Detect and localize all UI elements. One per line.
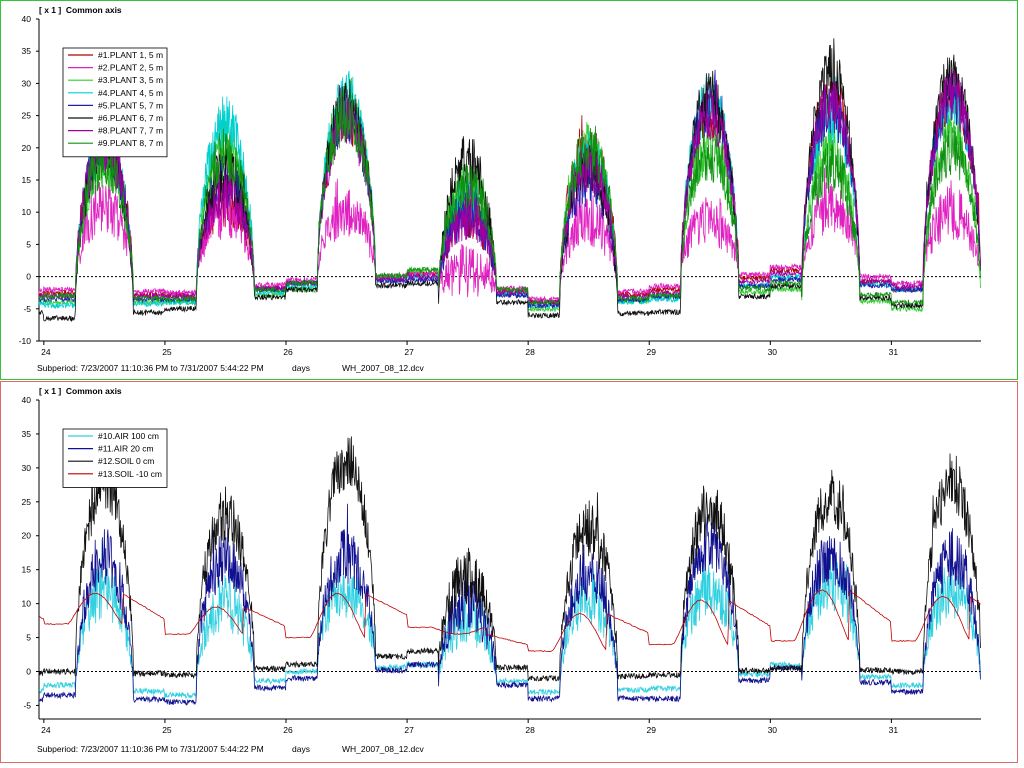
top-legend-label-4-plant-4-5-m: #4.PLANT 4, 5 m (98, 88, 163, 98)
bottom-y-tick-label: 20 (22, 531, 32, 541)
top-legend-label-1-plant-1-5-m: #1.PLANT 1, 5 m (98, 50, 163, 60)
bottom-legend-box (62, 428, 168, 488)
bottom-legend-label-10-air-100-cm: #10.AIR 100 cm (98, 431, 159, 441)
bottom-y-tick-label: 30 (22, 463, 32, 473)
top-filename-label: WH_2007_08_12.dcv (342, 363, 424, 373)
top-chart-title: [ x 1 ] Common axis (39, 5, 122, 15)
top-x-tick-label: 29 (647, 347, 657, 357)
top-series-4-plant-4-5-m (38, 70, 981, 310)
top-legend-label-8-plant-7-7-m: #8.PLANT 7, 7 m (98, 126, 163, 136)
top-legend-label-2-plant-2-5-m: #2.PLANT 2, 5 m (98, 63, 163, 73)
top-y-tick-label: 25 (22, 111, 32, 121)
top-y-tick-label: 5 (26, 239, 31, 249)
top-y-tick-label: 0 (26, 272, 31, 282)
bottom-x-tick-label: 25 (162, 725, 172, 735)
bottom-subperiod-label: Subperiod: 7/23/2007 11:10:36 PM to 7/31… (37, 744, 264, 754)
bottom-x-tick-label: 31 (889, 725, 899, 735)
bottom-x-tick-label: 30 (768, 725, 778, 735)
top-x-tick-label: 24 (41, 347, 51, 357)
top-y-tick-label: 15 (22, 175, 32, 185)
bottom-y-tick-label: -5 (23, 700, 31, 710)
bottom-x-tick-label: 27 (404, 725, 414, 735)
bottom-legend-label-12-soil-0-cm: #12.SOIL 0 cm (98, 456, 154, 466)
bottom-chart-title: [ x 1 ] Common axis (39, 386, 122, 396)
top-series-6-plant-6-7-m (38, 38, 981, 322)
top-y-tick-label: -5 (23, 304, 31, 314)
bottom-days-label: days (292, 744, 310, 754)
bottom-y-tick-label: 35 (22, 429, 32, 439)
bottom-x-tick-label: 29 (647, 725, 657, 735)
top-legend-label-9-plant-8-7-m: #9.PLANT 8, 7 m (98, 138, 163, 148)
top-series-8-plant-7-7-m (38, 69, 981, 306)
top-series-5-plant-5-7-m (38, 69, 981, 310)
bottom-chart-svg: -5 0 5 10 15 20 25 30 35 40 24 25 26 27 28 29 30 31 #10.AI… (22, 395, 981, 735)
bottom-filename-label: WH_2007_08_12.dcv (342, 744, 424, 754)
top-legend-label-6-plant-6-7-m: #6.PLANT 6, 7 m (98, 113, 163, 123)
bottom-legend-label-13-soil-10-cm: #13.SOIL -10 cm (98, 469, 162, 479)
top-x-tick-label: 30 (768, 347, 778, 357)
bottom-x-tick-label: 26 (283, 725, 293, 735)
top-series-1-plant-1-5-m (38, 69, 981, 307)
bottom-series-13-soil-10-cm (38, 589, 981, 653)
bottom-y-tick-label: 5 (26, 633, 31, 643)
bottom-series-11-air-20-cm (38, 503, 981, 707)
top-chart-svg: -10 -5 0 5 10 15 20 25 30 35 40 24 25 26 27 28 29 30 31 #1.… (19, 14, 981, 357)
top-chart-panel: [ x 1 ] Common axis -10 -5 0 5 10 15 20 25 30 35 4… (0, 0, 1018, 380)
top-series-9-plant-8-7-m (38, 89, 981, 306)
top-y-tick-label: -10 (19, 336, 32, 346)
bottom-y-tick-label: 40 (22, 395, 32, 405)
bottom-x-tick-label: 24 (41, 725, 51, 735)
top-x-tick-label: 31 (889, 347, 899, 357)
bottom-x-tick-label: 28 (525, 725, 535, 735)
top-x-tick-label: 26 (283, 347, 293, 357)
top-days-label: days (292, 363, 310, 373)
bottom-legend-label-11-air-20-cm: #11.AIR 20 cm (98, 444, 154, 454)
bottom-y-tick-label: 15 (22, 565, 32, 575)
top-y-tick-label: 30 (22, 78, 32, 88)
bottom-y-tick-label: 25 (22, 497, 32, 507)
top-y-tick-label: 20 (22, 143, 32, 153)
top-legend-label-5-plant-5-7-m: #5.PLANT 5, 7 m (98, 100, 163, 110)
top-y-tick-label: 35 (22, 46, 32, 56)
top-x-tick-label: 28 (525, 347, 535, 357)
bottom-series-12-soil-0-cm (38, 436, 981, 682)
top-y-tick-label: 10 (22, 207, 32, 217)
top-x-tick-label: 27 (404, 347, 414, 357)
top-y-tick-label: 40 (22, 14, 32, 24)
bottom-chart-panel: [ x 1 ] Common axis -5 0 5 10 15 20 25 30 35 40 24… (0, 381, 1018, 763)
top-legend-box (62, 47, 168, 158)
top-subperiod-label: Subperiod: 7/23/2007 11:10:36 PM to 7/31… (37, 363, 264, 373)
bottom-y-tick-label: 0 (26, 666, 31, 676)
top-legend-label-3-plant-3-5-m: #3.PLANT 3, 5 m (98, 75, 163, 85)
top-x-tick-label: 25 (162, 347, 172, 357)
bottom-y-tick-label: 10 (22, 599, 32, 609)
